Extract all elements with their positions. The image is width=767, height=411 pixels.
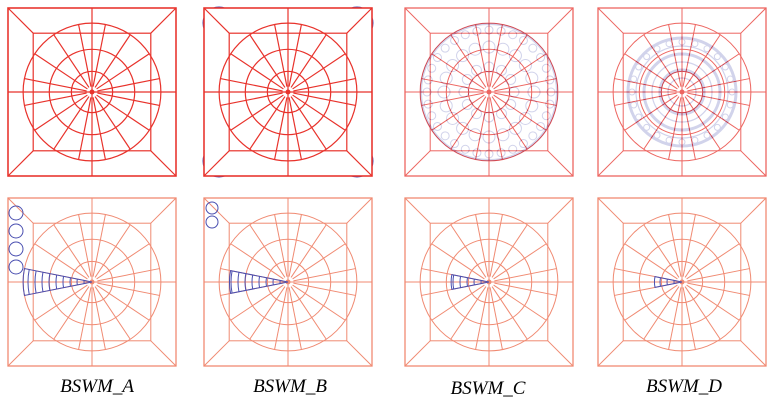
caption: BSWM_A (60, 376, 134, 397)
panel (204, 198, 372, 366)
panel-grid (204, 8, 372, 176)
panel (405, 198, 573, 366)
panel-grid (598, 8, 766, 176)
center-dot (680, 90, 685, 95)
center-dot (286, 90, 291, 95)
panel-grid (405, 8, 573, 176)
ornament (259, 276, 260, 287)
ornament (63, 276, 64, 287)
center-dot (90, 90, 95, 95)
center-dot (487, 90, 492, 95)
caption: BSWM_D (646, 376, 722, 397)
page: BSWM_A BSWM_B BSWM_C BSWM_D (() => { con… (0, 0, 767, 406)
panel (598, 198, 766, 366)
panel (8, 198, 176, 366)
caption: BSWM_B (253, 376, 327, 397)
figure: BSWM_A BSWM_B BSWM_C BSWM_D (0, 0, 767, 406)
panel-grid (8, 8, 176, 176)
ornament (460, 276, 461, 287)
caption: BSWM_C (451, 378, 526, 399)
